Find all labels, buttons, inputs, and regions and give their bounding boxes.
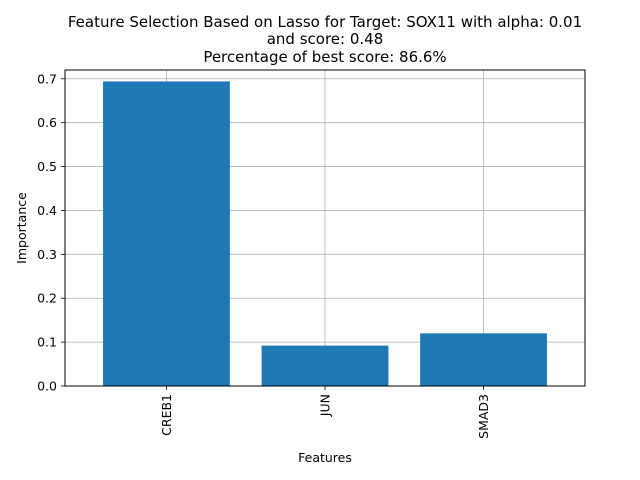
chart-title: Feature Selection Based on Lasso for Tar… [68, 13, 582, 66]
bars [103, 81, 547, 387]
chart-title-line-1: Feature Selection Based on Lasso for Tar… [68, 13, 582, 31]
y-tick-label: 0.4 [37, 203, 57, 218]
y-tick-label: 0.2 [37, 291, 57, 306]
y-tick-label: 0.5 [37, 159, 57, 174]
y-tick-label: 0.1 [37, 335, 57, 350]
chart-title-line-3: Percentage of best score: 86.6% [203, 48, 446, 66]
x-axis-label: Features [298, 450, 352, 465]
y-axis-ticks: 0.0 0.1 0.2 0.3 0.4 0.5 0.6 0.7 [37, 71, 65, 394]
x-axis-ticks: CREB1 JUN SMAD3 [159, 386, 491, 439]
chart-title-line-2: and score: 0.48 [267, 30, 384, 48]
x-tick-label: SMAD3 [476, 394, 491, 439]
bar-jun [261, 345, 389, 386]
x-tick-label: CREB1 [159, 394, 174, 436]
plot-frame [64, 69, 586, 387]
bar-smad3 [420, 333, 547, 386]
y-tick-label: 0.0 [37, 379, 57, 394]
x-tick-label: JUN [318, 394, 333, 417]
y-axis-label: Importance [14, 192, 29, 264]
y-tick-label: 0.7 [37, 71, 57, 86]
y-tick-label: 0.3 [37, 247, 57, 262]
bar-creb1 [103, 81, 230, 387]
y-tick-label: 0.6 [37, 115, 57, 130]
